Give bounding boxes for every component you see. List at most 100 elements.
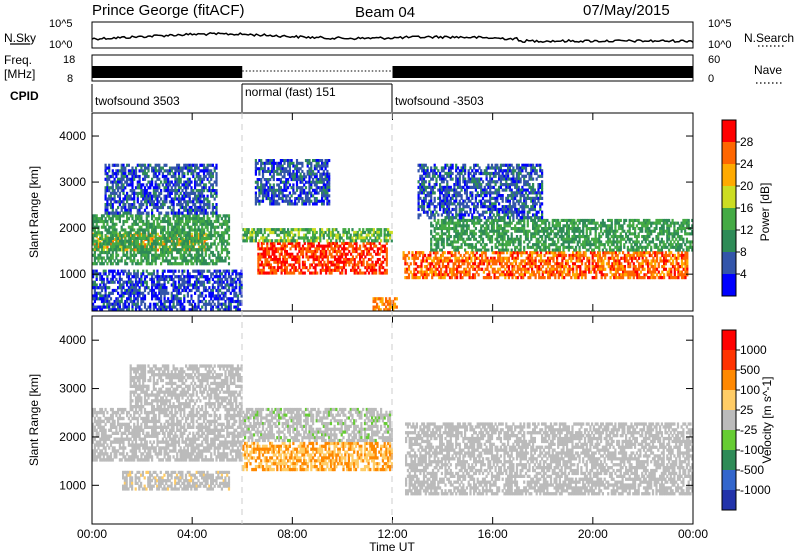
heatmap-cell [104, 272, 107, 276]
heatmap-cell [328, 178, 331, 182]
heatmap-cell [402, 256, 405, 260]
heatmap-cell [353, 263, 356, 267]
heatmap-cell [167, 183, 170, 187]
heatmap-cell [199, 236, 202, 240]
freq-tick-18: 18 [63, 54, 75, 66]
heatmap-cell [509, 273, 512, 277]
heatmap-cell [92, 248, 95, 252]
heatmap-cell [632, 273, 635, 277]
heatmap-cell [161, 172, 164, 176]
heatmap-cell [337, 255, 340, 259]
heatmap-cell [169, 248, 172, 252]
heatmap-cell [249, 239, 252, 243]
heatmap-cell [201, 239, 204, 243]
heatmap-cell [126, 211, 129, 215]
heatmap-cell [281, 194, 284, 198]
heatmap-cell [129, 180, 132, 184]
heatmap-cell [202, 174, 206, 179]
heatmap-cell [194, 222, 197, 226]
heatmap-cell [650, 276, 653, 280]
heatmap-cell [140, 219, 143, 224]
heatmap-cell [222, 291, 225, 295]
heatmap-cell [113, 280, 116, 284]
heatmap-cell [174, 191, 177, 195]
heatmap-cell [138, 225, 141, 229]
heatmap-cell [163, 291, 166, 295]
heatmap-cell [179, 308, 182, 312]
heatmap-cell [317, 260, 321, 264]
heatmap-cell [303, 266, 306, 270]
heatmap-cell [134, 169, 138, 173]
heatmap-cell [122, 269, 125, 273]
heatmap-cell [358, 228, 361, 232]
heatmap-cell [170, 297, 173, 301]
heatmap-cell [172, 242, 175, 246]
heatmap-cell [220, 250, 223, 255]
heatmap-cell [602, 262, 605, 266]
heatmap-cell [118, 259, 121, 263]
heatmap-cell [149, 203, 152, 207]
heatmap-cell [213, 180, 216, 184]
heatmap-cell [113, 259, 116, 263]
heatmap-cell [334, 255, 337, 259]
heatmap-cell [210, 189, 213, 193]
heatmap-cell [176, 180, 179, 184]
heatmap-cell [415, 267, 418, 271]
heatmap-cell [120, 297, 123, 301]
heatmap-cell [536, 265, 539, 269]
heatmap-cell [127, 291, 130, 295]
heatmap-cell [630, 273, 634, 277]
heatmap-cell [158, 177, 161, 181]
heatmap-cell [176, 294, 179, 298]
heatmap-cell [109, 219, 113, 224]
heatmap-cell [129, 197, 132, 201]
heatmap-cell [238, 280, 241, 284]
heatmap-cell [308, 172, 311, 176]
heatmap-cell [291, 252, 294, 256]
heatmap-cell [131, 203, 134, 207]
heatmap-cell [278, 252, 281, 256]
heatmap-cell [206, 248, 209, 252]
heatmap-cell [238, 308, 241, 312]
heatmap-cell [102, 245, 105, 249]
heatmap-cell [224, 231, 227, 235]
heatmap-cell [215, 191, 218, 195]
heatmap-cell [287, 230, 290, 235]
heatmap-cell [136, 288, 139, 293]
heatmap-cell [100, 245, 104, 249]
heatmap-cell [322, 161, 325, 165]
heatmap-cell [373, 250, 376, 254]
heatmap-cell [564, 259, 568, 263]
heatmap-cell [472, 251, 475, 255]
heatmap-cell [188, 163, 191, 167]
heatmap-cell [93, 243, 96, 247]
heatmap-cell [183, 228, 186, 232]
heatmap-cell [265, 236, 268, 240]
heatmap-cell [134, 275, 138, 279]
heatmap-cell [142, 172, 145, 176]
heatmap-cell [113, 288, 116, 293]
heatmap-cell [265, 191, 268, 195]
heatmap-cell [138, 243, 141, 247]
heatmap-cell [190, 239, 193, 243]
heatmap-cell [472, 253, 475, 258]
heatmap-cell [126, 291, 129, 295]
heatmap-cell [210, 211, 213, 215]
heatmap-cell [366, 263, 369, 267]
heatmap-cell [109, 239, 113, 243]
heatmap-cell [331, 236, 334, 240]
heatmap-cell [382, 260, 385, 264]
heatmap-cell [124, 291, 127, 295]
heatmap-cell [575, 276, 578, 280]
heatmap-cell [254, 161, 257, 165]
heatmap-cell [195, 308, 198, 312]
heatmap-cell [134, 219, 138, 224]
heatmap-cell [138, 250, 141, 255]
heatmap-cell [220, 272, 223, 276]
heatmap-cell [104, 163, 107, 167]
heatmap-cell [303, 236, 306, 240]
heatmap-cell [436, 251, 439, 255]
heatmap-cell [222, 248, 225, 252]
heatmap-cell [217, 256, 220, 260]
heatmap-cell [185, 250, 188, 255]
